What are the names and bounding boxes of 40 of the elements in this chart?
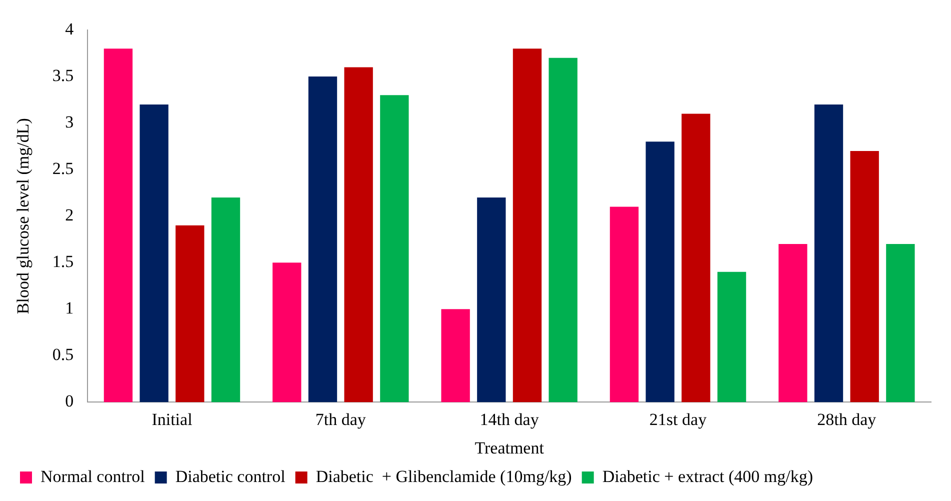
y-tick-label: 2.5	[52, 159, 74, 178]
legend-label: Diabetic + Glibenclamide (10mg/kg)	[316, 466, 572, 486]
y-tick-label: 0.5	[52, 345, 74, 364]
y-tick-label: 1.5	[52, 252, 74, 272]
bar	[211, 197, 240, 402]
bar	[380, 95, 409, 402]
bar	[176, 225, 204, 402]
bar	[272, 262, 302, 402]
bar	[441, 309, 470, 402]
bar	[548, 58, 578, 402]
x-tick-label: 28th day	[817, 410, 877, 429]
y-tick-label: 3	[65, 112, 74, 132]
bar	[344, 67, 373, 402]
y-tick-label: 4	[65, 19, 74, 38]
y-tick-label: 3.5	[52, 66, 74, 85]
y-tick-label: 2	[65, 206, 74, 225]
x-tick-label: Initial	[152, 410, 193, 429]
y-tick-label: 0	[65, 392, 74, 411]
legend-label: Diabetic control	[175, 466, 286, 486]
legend-label: Normal control	[40, 466, 146, 486]
bar	[140, 104, 168, 402]
x-axis-title: Treatment	[474, 438, 544, 458]
bar	[512, 48, 542, 402]
bar	[308, 76, 338, 402]
bar	[104, 48, 133, 402]
legend-label: Diabetic + extract (400 mg/kg)	[602, 466, 814, 486]
bar	[477, 197, 506, 402]
y-axis-title: Blood glucose level (mg/dL)	[14, 118, 33, 314]
bar	[682, 114, 710, 402]
bar	[886, 244, 915, 402]
bar	[778, 244, 808, 402]
x-tick-label: 14th day	[480, 410, 540, 429]
x-tick-label: 7th day	[315, 410, 366, 429]
bar	[610, 206, 639, 402]
bar	[717, 272, 746, 402]
bar	[850, 150, 879, 402]
x-tick-label: 21st day	[649, 410, 708, 429]
bar	[814, 104, 844, 402]
y-tick-label: 1	[65, 298, 74, 318]
bar	[646, 142, 674, 402]
